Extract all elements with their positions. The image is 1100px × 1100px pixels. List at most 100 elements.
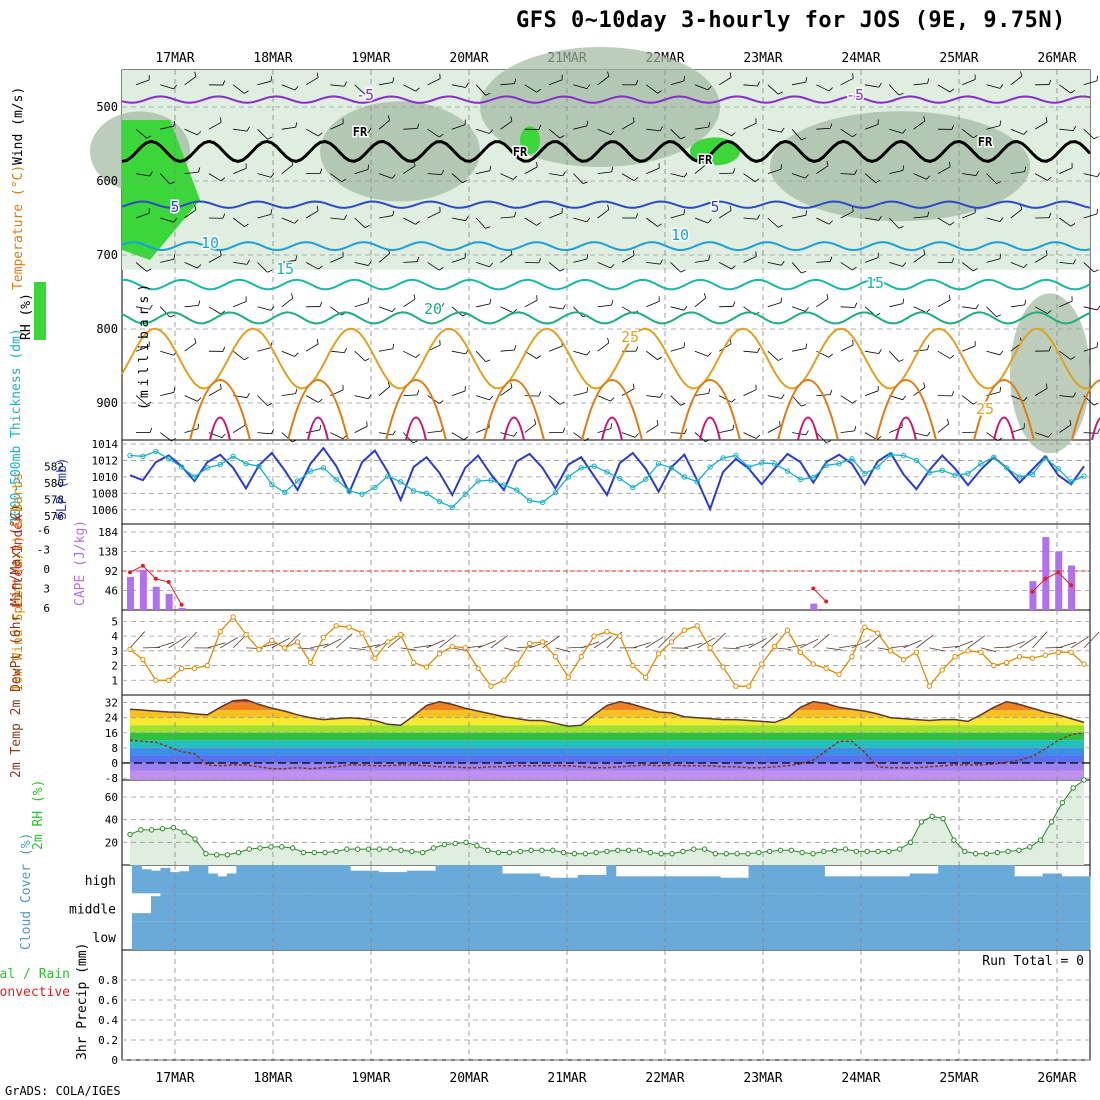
- wind-barb-flag: [997, 437, 1003, 441]
- cloud-cell-high: [179, 871, 190, 894]
- rh2m-point: [962, 848, 968, 855]
- cloud-cell-middle: [596, 893, 607, 922]
- wind-barb-flag: [635, 79, 639, 85]
- wind-barb: [524, 217, 537, 226]
- wind-barb-flag: [222, 213, 226, 219]
- wind-barb: [1059, 217, 1071, 227]
- cloud-cell-high: [691, 876, 702, 894]
- wind-barb: [937, 350, 951, 359]
- cloud-cell-low: [264, 921, 275, 950]
- wind-barb: [670, 306, 685, 311]
- wind-barb: [573, 350, 587, 356]
- wind-barb: [476, 128, 490, 134]
- wind10m-barb: [645, 636, 664, 649]
- wind-barb-flag: [222, 80, 226, 86]
- temperature-label-FR: FR: [513, 145, 528, 159]
- wind-ytick-4: 4: [111, 630, 118, 643]
- wind-barb: [403, 261, 418, 263]
- wind-barb-flag: [657, 90, 662, 94]
- cloud-cell-middle: [1042, 893, 1053, 922]
- wind-barb-flag: [656, 419, 659, 426]
- wind-barb: [403, 394, 418, 396]
- wind-barb: [378, 386, 390, 396]
- thickness-point: [178, 464, 185, 470]
- thickness-point: [1042, 455, 1049, 461]
- cloud-cell-low: [283, 921, 294, 950]
- temperature-arch-35: [797, 416, 819, 441]
- wind-barb: [621, 432, 636, 438]
- cape-ytick-138: 138: [98, 546, 118, 559]
- thickness-point: [372, 484, 378, 491]
- cloud-cell-low: [1052, 921, 1063, 950]
- wind-barb: [889, 128, 903, 134]
- cloud-cell-middle: [369, 893, 380, 922]
- cloud-cell-middle: [274, 893, 285, 922]
- rh2m-point: [972, 850, 979, 857]
- cape-ytick-46: 46: [105, 585, 118, 598]
- cloud-cell-middle: [919, 893, 930, 922]
- rh2m-point: [734, 850, 740, 857]
- thickness-point: [398, 479, 404, 485]
- cloud-cell-high: [824, 876, 835, 894]
- cloud-cell-high: [331, 865, 342, 894]
- cloud-cell-low: [767, 921, 778, 950]
- wind10m-barb: [980, 647, 997, 653]
- thickness-point: [191, 474, 198, 480]
- cloud-cell-high: [985, 865, 996, 894]
- cloud-cell-high: [1014, 876, 1025, 894]
- rh-shade-blob: [770, 111, 1030, 222]
- wind10m-barb: [658, 632, 675, 649]
- wind10m-point: [346, 624, 352, 630]
- wind-barb-flag: [757, 347, 761, 353]
- wind-barb-flag: [852, 133, 857, 138]
- wind-barb-flag: [295, 122, 298, 128]
- wind-barb: [816, 261, 831, 263]
- wind-barb: [1034, 121, 1048, 130]
- wind-barb-flag: [198, 167, 201, 173]
- temp-ytick-32: 32: [105, 697, 118, 710]
- cloud-cell-low: [663, 921, 674, 950]
- cloud-cell-low: [549, 921, 560, 950]
- wind10m-barb: [516, 646, 535, 649]
- wind-barb: [135, 306, 150, 310]
- wind-barb: [597, 395, 611, 402]
- precip-ylabel-total: Total / Rain: [0, 967, 70, 982]
- wind-barb: [475, 217, 486, 229]
- wind-barb: [306, 429, 320, 433]
- wind-barb-flag: [1093, 269, 1099, 273]
- wind-barb-flag: [146, 268, 152, 272]
- wind-barb: [281, 297, 294, 308]
- cloud-cell-middle: [169, 893, 180, 922]
- wind-barb: [427, 173, 442, 175]
- cloud-cell-high: [909, 873, 920, 894]
- wind10m-point: [1029, 655, 1036, 661]
- wind-barb-flag: [754, 178, 760, 182]
- dewpt2m-line: [129, 732, 1085, 770]
- cloud-cell-middle: [226, 893, 237, 922]
- wind-barb: [451, 84, 466, 88]
- wind10m-point: [385, 639, 391, 645]
- wind-barb-flag: [927, 344, 930, 350]
- wind-barb-flag: [1070, 356, 1076, 360]
- wind-barb: [986, 173, 997, 184]
- rh2m-point: [127, 831, 133, 838]
- cloud-cell-low: [625, 921, 636, 950]
- wind-barb-flag: [392, 210, 395, 216]
- wind-barb-flag: [319, 301, 323, 307]
- wind-barb-flag: [1045, 250, 1048, 256]
- thickness-point: [1003, 465, 1010, 471]
- cloud-cell-middle: [587, 893, 598, 922]
- cloud-cell-middle: [321, 893, 332, 922]
- cloud-cell-middle: [463, 893, 474, 922]
- wind-barb: [548, 262, 561, 272]
- wind-barb: [1059, 350, 1071, 360]
- wind-barb: [548, 212, 563, 219]
- cloud-row-label-low: low: [93, 931, 117, 946]
- precip-ytick-0.8: 0.8: [98, 974, 118, 987]
- wind-barb-flag: [510, 116, 513, 122]
- cloud-cell-middle: [160, 893, 171, 922]
- wind-barb-flag: [683, 305, 688, 311]
- cloud-cell-high: [473, 865, 484, 894]
- cloud-cell-high: [938, 865, 949, 894]
- wind-barb-flag: [731, 132, 736, 137]
